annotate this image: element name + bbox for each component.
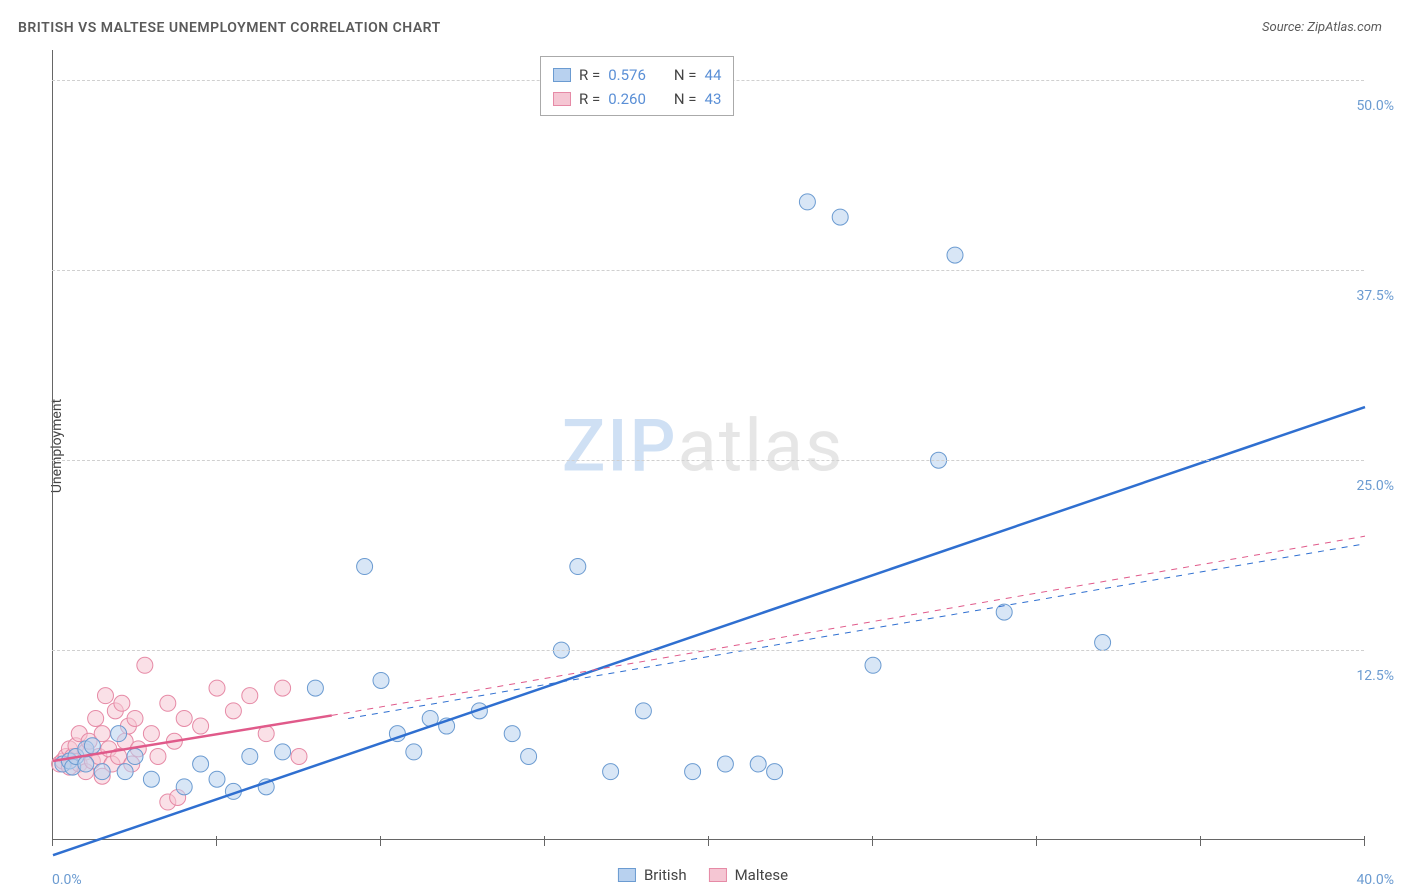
trend-line xyxy=(332,536,1365,715)
data-point xyxy=(832,209,848,225)
trend-line xyxy=(348,544,1365,719)
legend-swatch-british xyxy=(618,868,636,882)
data-point xyxy=(193,756,209,772)
data-point xyxy=(209,680,225,696)
r-label: R = xyxy=(579,66,600,84)
data-point xyxy=(150,748,166,764)
data-point xyxy=(685,764,701,780)
data-point xyxy=(717,756,733,772)
data-point xyxy=(209,771,225,787)
data-point xyxy=(137,657,153,673)
r-label: R = xyxy=(579,90,600,108)
x-tick xyxy=(1364,836,1365,846)
data-point xyxy=(570,559,586,575)
data-point xyxy=(111,726,127,742)
data-point xyxy=(865,657,881,673)
data-point xyxy=(996,604,1012,620)
legend-label: Maltese xyxy=(735,866,788,884)
stats-row-maltese: R = 0.260 N = 43 xyxy=(553,87,721,111)
y-tick-label: 25.0% xyxy=(1356,478,1394,494)
data-point xyxy=(799,194,815,210)
data-point xyxy=(406,744,422,760)
n-label: N = xyxy=(674,66,697,84)
x-tick xyxy=(1036,836,1037,846)
data-point xyxy=(97,688,113,704)
data-point xyxy=(225,703,241,719)
data-point xyxy=(275,744,291,760)
x-tick xyxy=(52,836,53,846)
source-label: Source: ZipAtlas.com xyxy=(1262,20,1382,35)
n-value: 43 xyxy=(705,90,722,108)
data-point xyxy=(307,680,323,696)
data-point xyxy=(193,718,209,734)
data-point xyxy=(603,764,619,780)
legend-swatch-maltese xyxy=(709,868,727,882)
y-tick-label: 37.5% xyxy=(1356,288,1394,304)
trend-line xyxy=(53,407,1365,855)
data-point xyxy=(117,764,133,780)
stats-legend: R = 0.576 N = 44 R = 0.260 N = 43 xyxy=(540,56,734,116)
data-point xyxy=(143,771,159,787)
n-value: 44 xyxy=(705,66,722,84)
data-point xyxy=(160,695,176,711)
data-point xyxy=(242,748,258,764)
x-tick xyxy=(544,836,545,846)
data-point xyxy=(635,703,651,719)
stats-row-british: R = 0.576 N = 44 xyxy=(553,63,721,87)
data-point xyxy=(114,695,130,711)
swatch-british xyxy=(553,68,571,82)
data-point xyxy=(521,748,537,764)
x-tick-label: 40.0% xyxy=(1356,872,1394,888)
legend-item-maltese: Maltese xyxy=(709,866,788,884)
data-point xyxy=(291,748,307,764)
data-point xyxy=(242,688,258,704)
plot-area xyxy=(52,50,1364,840)
data-point xyxy=(275,680,291,696)
x-tick xyxy=(872,836,873,846)
r-value: 0.576 xyxy=(608,66,646,84)
x-tick xyxy=(708,836,709,846)
data-point xyxy=(357,559,373,575)
legend-item-british: British xyxy=(618,866,687,884)
data-point xyxy=(94,764,110,780)
data-point xyxy=(176,779,192,795)
r-value: 0.260 xyxy=(608,90,646,108)
y-tick-label: 50.0% xyxy=(1356,98,1394,114)
series-legend: British Maltese xyxy=(618,866,788,884)
n-label: N = xyxy=(674,90,697,108)
scatter-svg xyxy=(53,50,1365,840)
chart-container: BRITISH VS MALTESE UNEMPLOYMENT CORRELAT… xyxy=(0,0,1406,892)
data-point xyxy=(127,748,143,764)
swatch-maltese xyxy=(553,92,571,106)
data-point xyxy=(84,738,100,754)
x-tick-label: 0.0% xyxy=(52,872,82,888)
data-point xyxy=(373,672,389,688)
data-point xyxy=(767,764,783,780)
gridline xyxy=(52,460,1364,461)
data-point xyxy=(750,756,766,772)
data-point xyxy=(947,247,963,263)
data-point xyxy=(143,726,159,742)
data-point xyxy=(88,710,104,726)
data-point xyxy=(176,710,192,726)
y-tick-label: 12.5% xyxy=(1356,668,1394,684)
x-tick xyxy=(216,836,217,846)
gridline xyxy=(52,650,1364,651)
data-point xyxy=(504,726,520,742)
data-point xyxy=(1095,635,1111,651)
chart-title: BRITISH VS MALTESE UNEMPLOYMENT CORRELAT… xyxy=(18,20,441,36)
data-point xyxy=(127,710,143,726)
legend-label: British xyxy=(644,866,687,884)
gridline xyxy=(52,270,1364,271)
x-tick xyxy=(1200,836,1201,846)
data-point xyxy=(78,756,94,772)
x-tick xyxy=(380,836,381,846)
